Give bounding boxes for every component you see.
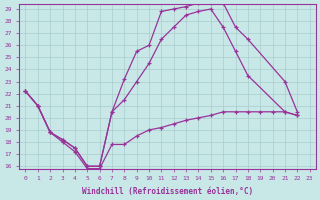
- X-axis label: Windchill (Refroidissement éolien,°C): Windchill (Refroidissement éolien,°C): [82, 187, 253, 196]
